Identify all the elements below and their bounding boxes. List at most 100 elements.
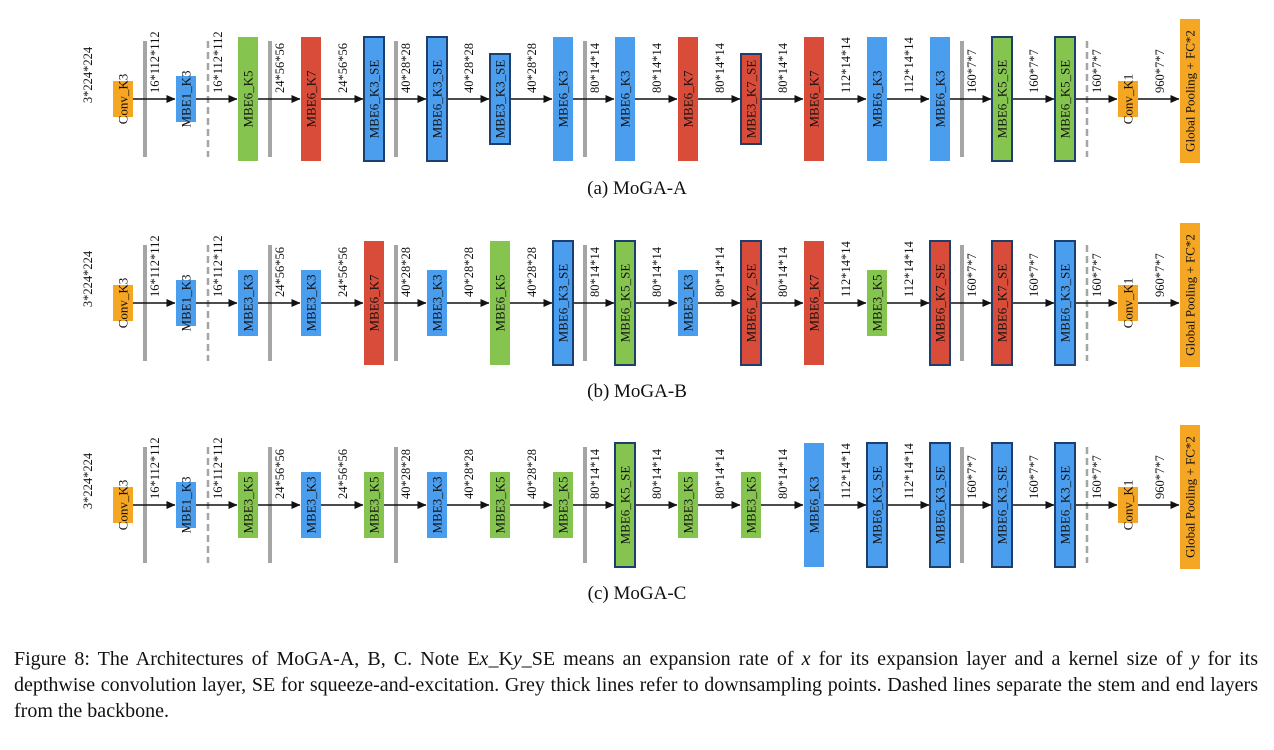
layer-block-rect (804, 241, 824, 365)
tensor-size-label: 40*28*28 (525, 43, 539, 93)
layer-block-rect (238, 472, 258, 538)
input-size-label: 3*224*224 (81, 250, 95, 307)
tensor-size-label: 160*7*7 (965, 49, 979, 93)
layer-block-label: MBE3_K3_SE (493, 60, 508, 139)
layer-block-mbe6-k7: MBE6_K7 (678, 37, 698, 161)
layer-block-mbe6-k3: MBE6_K3 (804, 443, 824, 567)
layer-block-label: MBE6_K5_SE (618, 264, 633, 343)
layer-block-global-pooling-fc-2: Global Pooling + FC*2 (1180, 19, 1200, 163)
tensor-size-label: 112*14*14 (839, 442, 853, 499)
layer-block-rect (426, 36, 448, 162)
tensor-size-label: 16*112*112 (148, 31, 162, 93)
layer-block-rect (930, 37, 950, 161)
layer-block-rect (929, 240, 951, 366)
tensor-size-label: 16*112*112 (148, 235, 162, 297)
layer-block-rect (553, 37, 573, 161)
layer-block-rect (553, 472, 573, 538)
layer-block-label: Global Pooling + FC*2 (1183, 30, 1198, 152)
layer-block-mbe6-k5-se: MBE6_K5_SE (1054, 36, 1076, 162)
layer-block-label: MBE3_K3 (304, 476, 319, 533)
layer-block-label: MBE6_K7_SE (933, 264, 948, 343)
layer-block-mbe6-k3: MBE6_K3 (553, 37, 573, 161)
caption-var-x: x (479, 648, 489, 670)
layer-block-rect (678, 472, 698, 538)
layer-block-label: MBE3_K5 (367, 476, 382, 533)
layer-block-mbe6-k3: MBE6_K3 (930, 37, 950, 161)
tensor-size-label: 40*28*28 (525, 449, 539, 499)
input-size-label: 3*224*224 (81, 46, 95, 103)
layer-block-mbe6-k3-se: MBE6_K3_SE (363, 36, 385, 162)
layer-block-global-pooling-fc-2: Global Pooling + FC*2 (1180, 223, 1200, 367)
layer-block-mbe1-k3: MBE1_K3 (176, 274, 196, 332)
layer-block-label: MBE3_K3 (304, 274, 319, 331)
layer-block-label: MBE6_K3 (933, 70, 948, 127)
layer-block-label: MBE3_K7_SE (744, 60, 759, 139)
tensor-size-label: 112*14*14 (902, 240, 916, 297)
layer-block-rect (176, 280, 196, 326)
tensor-size-label: 80*14*14 (776, 246, 790, 297)
tensor-size-label: 80*14*14 (713, 246, 727, 297)
layer-block-conv-k1: Conv_K1 (1118, 278, 1138, 328)
tensor-size-label: 24*56*56 (273, 247, 287, 297)
layer-block-label: MBE6_K7 (681, 70, 696, 128)
layer-block-conv-k3: Conv_K3 (113, 74, 133, 125)
layer-block-rect (113, 487, 133, 523)
layer-block-label: MBE3_K5 (493, 476, 508, 533)
layer-block-label: MBE1_K3 (179, 70, 194, 127)
layer-block-label: MBE6_K3_SE (556, 264, 571, 343)
layer-block-mbe6-k5-se: MBE6_K5_SE (614, 240, 636, 366)
layer-block-rect (678, 37, 698, 161)
layer-block-label: MBE6_K5 (493, 274, 508, 331)
layer-block-mbe1-k3: MBE1_K3 (176, 476, 196, 534)
layer-block-mbe6-k3-se: MBE6_K3_SE (991, 442, 1013, 568)
tensor-size-label: 16*112*112 (211, 235, 225, 297)
layer-block-label: MBE1_K3 (179, 476, 194, 533)
tensor-size-label: 24*56*56 (273, 43, 287, 93)
layer-block-rect (991, 240, 1013, 366)
layer-block-mbe3-k3: MBE3_K3 (678, 270, 698, 336)
tensor-size-label: 16*112*112 (211, 31, 225, 93)
tensor-size-label: 160*7*7 (1090, 455, 1104, 499)
layer-block-rect (867, 270, 887, 336)
caption-var-x2: x (801, 648, 811, 670)
layer-block-label: MBE6_K5 (241, 70, 256, 127)
figure-caption: Figure 8: The Architectures of MoGA-A, B… (14, 646, 1258, 724)
layer-block-label: MBE3_K5 (241, 476, 256, 533)
layer-block-rect (301, 37, 321, 161)
layer-block-rect (363, 36, 385, 162)
tensor-size-label: 80*14*14 (650, 246, 664, 297)
layer-block-mbe6-k3: MBE6_K3 (867, 37, 887, 161)
layer-block-label: MBE6_K3_SE (933, 466, 948, 545)
caption-prefix: Figure 8: The Architectures of MoGA-A, B… (14, 648, 480, 670)
layer-block-label: MBE6_K5_SE (1058, 60, 1073, 139)
layer-block-mbe6-k3-se: MBE6_K3_SE (929, 442, 951, 568)
tensor-size-label: 80*14*14 (713, 448, 727, 499)
layer-block-rect (804, 443, 824, 567)
layer-block-label: Conv_K3 (116, 74, 131, 125)
layer-block-rect (176, 76, 196, 122)
layer-block-mbe3-k3: MBE3_K3 (301, 270, 321, 336)
tensor-size-label: 24*56*56 (336, 247, 350, 297)
layer-block-label: MBE3_K5 (870, 274, 885, 331)
tensor-size-label: 112*14*14 (839, 240, 853, 297)
layer-block-rect (364, 472, 384, 538)
layer-block-label: MBE1_K3 (179, 274, 194, 331)
layer-block-rect (678, 270, 698, 336)
layer-block-mbe6-k5-se: MBE6_K5_SE (991, 36, 1013, 162)
layer-block-rect (740, 240, 762, 366)
layer-block-rect (238, 37, 258, 161)
layer-block-rect (1118, 487, 1138, 523)
layer-block-rect (1118, 81, 1138, 117)
layer-block-rect (238, 270, 258, 336)
layer-block-label: MBE6_K7 (807, 70, 822, 128)
layer-block-label: MBE6_K7 (367, 274, 382, 332)
layer-block-mbe6-k3: MBE6_K3 (615, 37, 635, 161)
tensor-size-label: 112*14*14 (902, 36, 916, 93)
tensor-size-label: 16*112*112 (211, 437, 225, 499)
layer-block-label: Conv_K1 (1121, 480, 1136, 531)
layer-block-mbe6-k5: MBE6_K5 (238, 37, 258, 161)
tensor-size-label: 160*7*7 (1027, 253, 1041, 297)
layer-block-rect (1180, 19, 1200, 163)
caption-var-y2: y (1190, 648, 1200, 670)
tensor-size-label: 40*28*28 (399, 43, 413, 93)
